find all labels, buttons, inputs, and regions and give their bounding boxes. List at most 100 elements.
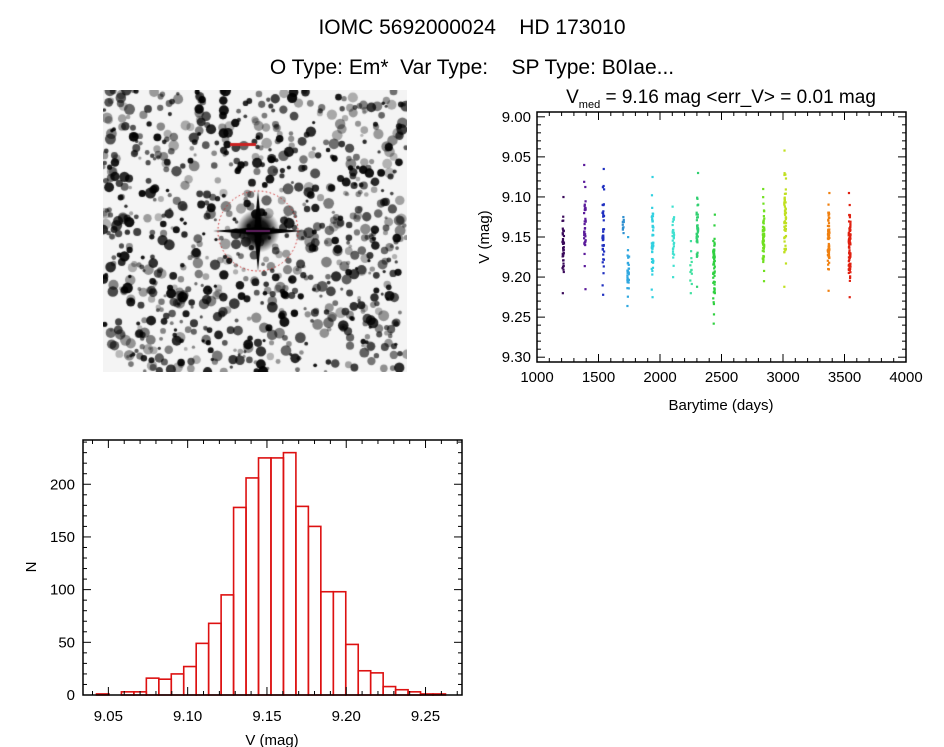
data-point [712, 239, 715, 243]
data-point [847, 260, 850, 263]
data-point [849, 255, 852, 258]
histogram-axes-frame [82, 439, 463, 696]
title-v-subscript: med [579, 99, 600, 111]
data-point [763, 217, 766, 220]
data-point [696, 241, 699, 244]
data-point [848, 276, 852, 280]
data-point [713, 274, 716, 278]
data-point [690, 282, 693, 286]
data-point [827, 228, 830, 231]
data-point [562, 219, 565, 222]
data-point [712, 297, 715, 300]
data-point [828, 216, 831, 219]
data-point [602, 203, 605, 207]
data-point [562, 249, 565, 252]
data-point [562, 246, 565, 250]
data-point [713, 244, 716, 247]
data-point [762, 257, 765, 260]
data-point [762, 242, 765, 245]
data-point [696, 253, 699, 257]
data-point [651, 233, 654, 236]
data-point [583, 234, 586, 237]
data-point [762, 187, 765, 191]
data-point [827, 263, 830, 266]
data-point [713, 243, 716, 246]
data-point [713, 237, 716, 240]
data-point [695, 235, 698, 238]
data-point [626, 262, 629, 265]
histogram-bar [357, 669, 372, 696]
data-point [696, 204, 699, 207]
data-point [651, 261, 655, 264]
data-point [713, 283, 716, 286]
data-point [562, 262, 565, 265]
data-point [784, 209, 787, 212]
data-point [627, 270, 630, 273]
data-cluster [783, 149, 788, 288]
data-point [672, 217, 675, 221]
data-point [671, 223, 674, 227]
data-point [602, 215, 605, 218]
data-point [848, 258, 851, 262]
data-point [826, 224, 830, 228]
x-tick-label: 4000 [889, 369, 922, 386]
histogram-bar [170, 673, 185, 696]
data-point [762, 241, 765, 244]
data-point [848, 266, 851, 269]
data-point [561, 233, 564, 236]
histogram-ylabel: N [23, 562, 40, 573]
data-point [626, 274, 629, 277]
data-point [650, 288, 653, 291]
data-point [626, 304, 629, 308]
data-point [562, 264, 565, 268]
data-point [690, 268, 693, 272]
finder-image-stamp [103, 90, 407, 372]
chart-subtitle-types: O Type: Em* Var Type: SP Type: B0Iae... [269, 56, 675, 79]
data-point [561, 239, 565, 242]
data-point [827, 254, 831, 257]
data-point [672, 236, 676, 239]
data-point [763, 210, 766, 213]
data-point [783, 205, 786, 208]
data-point [762, 239, 765, 242]
data-point [828, 231, 831, 234]
data-point [650, 257, 654, 261]
data-point [626, 249, 630, 252]
data-point [713, 224, 716, 227]
data-point [602, 234, 605, 237]
data-point [583, 180, 586, 183]
data-point [712, 272, 715, 275]
data-cluster [712, 213, 716, 325]
data-point [783, 247, 786, 251]
histogram-bar [332, 590, 347, 696]
data-cluster [847, 191, 852, 299]
data-point [712, 280, 716, 283]
data-point [627, 273, 630, 276]
data-point [784, 227, 787, 231]
data-point [848, 262, 851, 266]
data-point [626, 271, 629, 274]
data-point [712, 276, 715, 279]
data-point [848, 216, 852, 219]
data-point [627, 255, 631, 258]
data-point [847, 264, 850, 267]
data-point [784, 224, 787, 227]
data-point [847, 231, 850, 235]
y-tick-label: 9.25 [502, 309, 531, 326]
data-point [849, 224, 852, 227]
data-point [695, 285, 699, 288]
data-point [784, 216, 787, 219]
data-point [651, 269, 654, 273]
data-point [713, 213, 716, 216]
data-point [583, 204, 586, 208]
data-point [672, 247, 675, 250]
data-point [847, 233, 851, 236]
histogram-bar [182, 665, 197, 696]
x-tick-label: 9.20 [332, 708, 361, 725]
data-point [583, 252, 586, 256]
data-point [712, 252, 716, 256]
data-point [784, 213, 787, 216]
data-point [584, 235, 587, 238]
data-point [584, 243, 587, 247]
data-point [784, 229, 787, 232]
